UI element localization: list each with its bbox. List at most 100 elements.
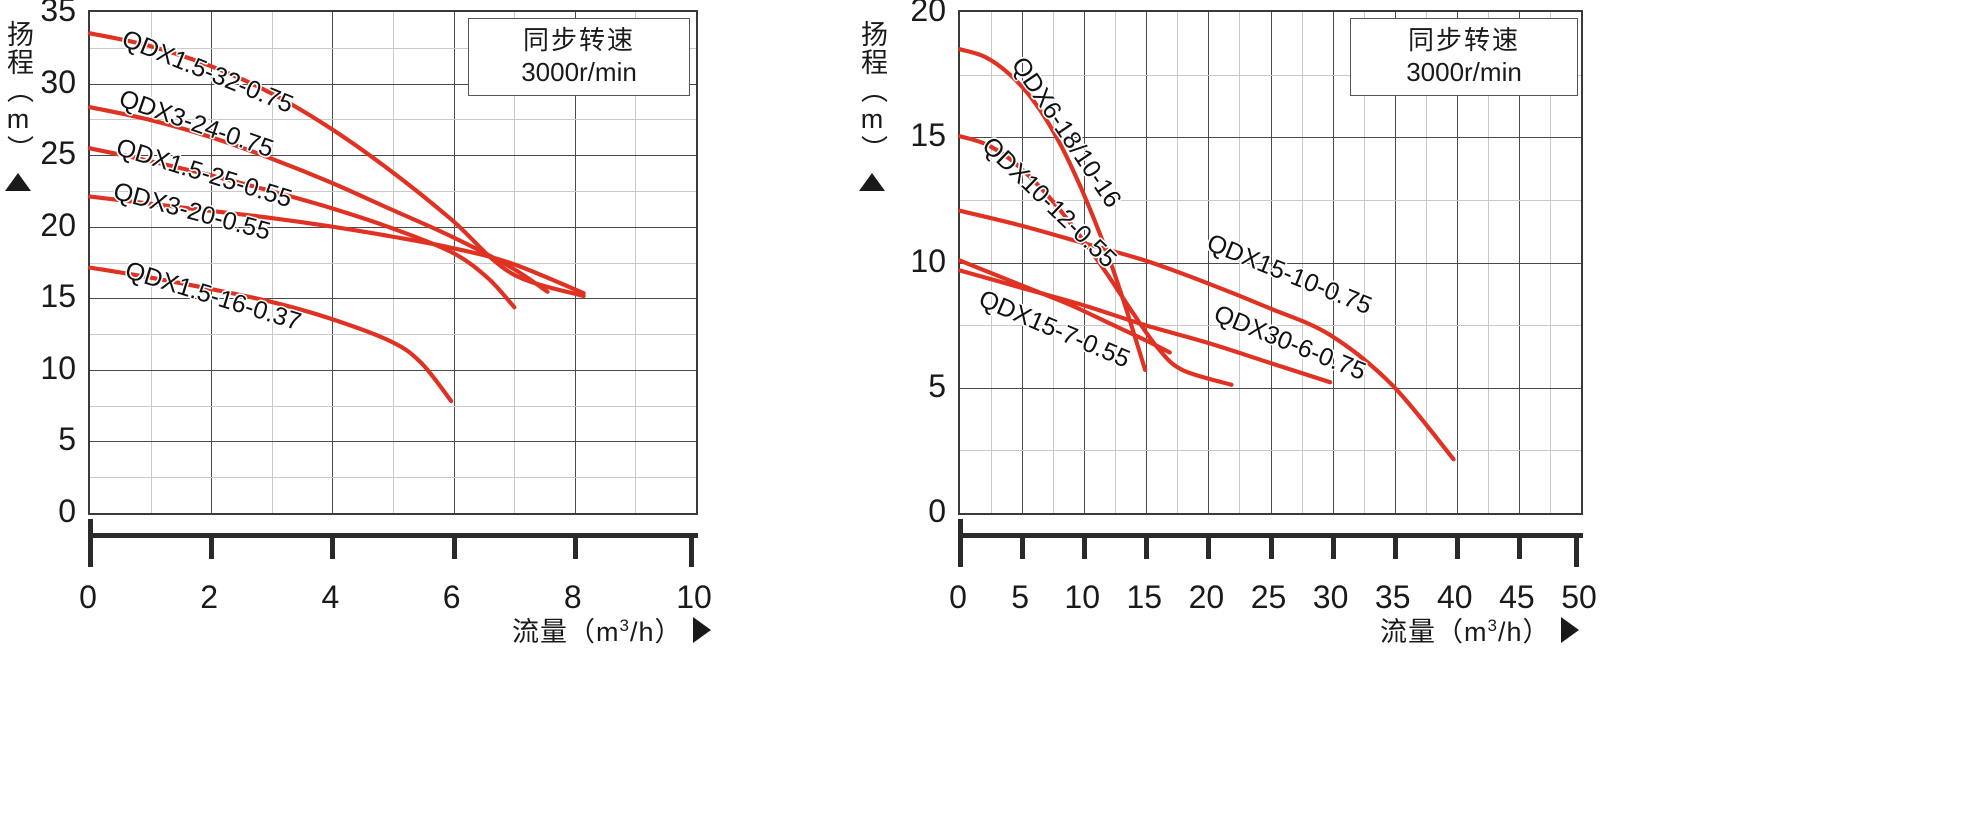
grid-right [960, 12, 1581, 513]
ruler-tick [1144, 533, 1150, 559]
legend-line-1-left: 同步转速 [522, 25, 635, 56]
x-axis-caption-right: 流量（m3/h） [1380, 610, 1579, 649]
grid-line-major-h [90, 298, 696, 300]
curve-QDX15-10-0.75 [957, 208, 1456, 462]
plot-area-right: QDX6-18/10-16 QDX10-12-0.55 QDX15-10-0.75 Q… [957, 10, 1583, 515]
ruler-tick [1574, 533, 1579, 567]
x-tick-label: 10 [1064, 579, 1100, 615]
grid-line-minor-h [90, 477, 696, 479]
curve-QDX3-20-0.55 [87, 194, 586, 296]
grid-line-minor-h [90, 190, 696, 192]
grid-line-major-h [90, 369, 696, 371]
ruler-bar-left [88, 533, 698, 538]
ruler-tick [572, 533, 578, 559]
y-tick-label: 0 [928, 493, 946, 529]
ruler-tick [689, 533, 694, 567]
x-axis-ruler-right [958, 519, 1583, 567]
curve-QDX1.5-16-0.37 [87, 265, 454, 404]
y-tick-label: 35 [40, 0, 76, 28]
x-tick-label: 8 [563, 579, 582, 615]
y-tick-label: 20 [40, 206, 76, 243]
grid-line-major-h [960, 387, 1581, 389]
curve-layer-left [87, 31, 586, 404]
y-axis-caption-left: 扬程（m） [3, 20, 33, 191]
grid-line-major-h [90, 155, 696, 157]
y-axis-label-left: 扬程（m） [3, 20, 33, 163]
y-axis-label-right: 扬程（m） [857, 20, 887, 163]
x-axis-caption-left: 流量（m3/h） [512, 610, 711, 649]
ruler-tick [1330, 533, 1336, 559]
ruler-tick [1082, 533, 1088, 559]
y-tick-label: 15 [40, 278, 76, 315]
x-tick-label: 35 [1374, 579, 1411, 615]
curve-QDX1.5-25-0.55 [87, 146, 517, 310]
y-tick-label: 15 [910, 117, 946, 154]
ruler-tick [1516, 533, 1522, 559]
x-tick-label: 30 [1312, 579, 1349, 615]
curve-layer-right [957, 47, 1456, 462]
x-axis-arrow-icon-left [692, 616, 711, 643]
ruler-tick [88, 519, 93, 567]
y-tick-label: 0 [58, 493, 76, 529]
x-tick-label: 0 [79, 579, 97, 615]
ruler-tick [1268, 533, 1274, 559]
ruler-tick [1392, 533, 1398, 559]
legend-line-2-left: 3000r/min [521, 57, 637, 87]
y-axis-arrow-icon-left [4, 173, 31, 191]
y-tick-label: 10 [40, 349, 76, 386]
grid-line-major-h [960, 262, 1581, 264]
ruler-tick [958, 519, 963, 567]
curve-label-QDX15-7-0.55: QDX15-7-0.55 [974, 284, 1134, 373]
y-axis-arrow-icon-right [858, 173, 885, 191]
grid-line-minor-h [90, 262, 696, 264]
curve-QDX30-6-0.75 [957, 268, 1333, 385]
ruler-tick [1454, 533, 1460, 559]
grid-line-major-h [90, 83, 696, 85]
ruler-tick [451, 533, 457, 559]
x-tick-label: 5 [1011, 579, 1029, 615]
x-tick-label: 20 [1188, 579, 1225, 615]
x-tick-label: 4 [321, 579, 340, 615]
grid-line-minor-h [960, 325, 1581, 327]
y-tick-label: 30 [40, 63, 76, 100]
x-axis-ruler-left [88, 519, 698, 567]
y-tick-label: 5 [58, 421, 76, 458]
plot-area-left: QDX1.5-32-0.75 QDX3-24-0.75 QDX1.5-25-0.55… [87, 10, 698, 515]
x-tick-label: 40 [1437, 579, 1473, 615]
grid-line-minor-h [90, 119, 696, 121]
curve-QDX1.5-32-0.75 [87, 31, 586, 299]
grid-line-minor-h [960, 74, 1581, 76]
x-tick-label: 6 [442, 579, 461, 615]
curve-label-QDX1.5-16-0.37: QDX1.5-16-0.37 [122, 255, 305, 336]
chart-panel-right: 扬程（m） QDX6-18/10-16 QDX10-12-0.55 QDX15-10… [857, 0, 1973, 825]
grid-line-minor-h [90, 334, 696, 336]
curve-QDX10-12-0.55 [957, 134, 1234, 387]
grid-line-minor-h [90, 47, 696, 49]
grid-line-minor-h [960, 450, 1581, 452]
grid-line-minor-h [960, 199, 1581, 201]
x-tick-label: 10 [676, 579, 712, 615]
ruler-tick [330, 533, 336, 559]
ruler-tick [1020, 533, 1026, 559]
grid-line-major-h [90, 441, 696, 443]
legend-box-left: 同步转速 3000r/min [468, 18, 690, 96]
legend-box-right: 同步转速 3000r/min [1350, 18, 1578, 96]
ruler-tick [209, 533, 215, 559]
y-tick-label: 5 [928, 367, 946, 404]
ruler-tick [1206, 533, 1212, 559]
x-axis-label-left: 流量（m3/h） [512, 616, 683, 647]
x-tick-label: 2 [200, 579, 219, 615]
grid-line-major-h [960, 137, 1581, 139]
legend-line-2-right: 3000r/min [1406, 57, 1522, 87]
x-tick-label: 45 [1499, 579, 1535, 615]
curve-QDX15-7-0.55 [957, 258, 1172, 355]
y-tick-label: 20 [910, 0, 946, 28]
x-tick-label: 0 [949, 579, 967, 615]
y-tick-label: 25 [40, 135, 76, 172]
legend-line-1-right: 同步转速 [1407, 25, 1520, 56]
y-axis-caption-right: 扬程（m） [857, 20, 887, 191]
x-axis-label-right: 流量（m3/h） [1380, 616, 1551, 647]
x-tick-label: 25 [1250, 579, 1287, 615]
chart-panel-left: 扬程（m） QDX1.5-32-0.75 QDX3-24-0.75 QDX1.5-2… [0, 0, 900, 825]
